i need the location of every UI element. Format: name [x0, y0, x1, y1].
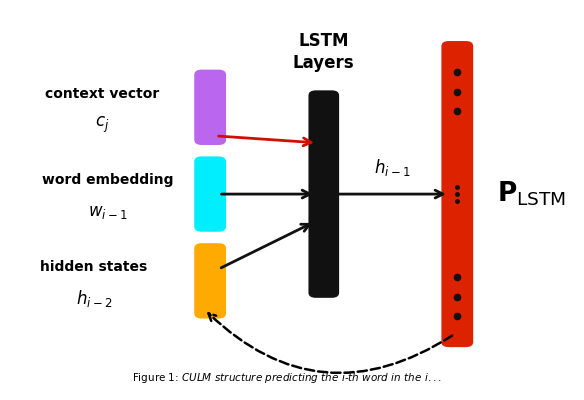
Text: $h_{i-2}$: $h_{i-2}$: [75, 288, 112, 309]
Text: $c_j$: $c_j$: [95, 115, 109, 135]
FancyBboxPatch shape: [442, 41, 473, 347]
Text: $w_{i-1}$: $w_{i-1}$: [88, 203, 128, 221]
Text: hidden states: hidden states: [40, 260, 147, 274]
FancyBboxPatch shape: [308, 90, 339, 298]
Text: $h_{i-1}$: $h_{i-1}$: [374, 157, 410, 178]
Text: LSTM
Layers: LSTM Layers: [293, 32, 354, 72]
Text: context vector: context vector: [45, 86, 159, 100]
Text: word embedding: word embedding: [42, 173, 173, 187]
Text: $\mathbf{P}_{\mathrm{LSTM}}$: $\mathbf{P}_{\mathrm{LSTM}}$: [497, 180, 566, 208]
FancyBboxPatch shape: [194, 243, 226, 318]
FancyBboxPatch shape: [194, 70, 226, 145]
Text: Figure 1: $\mathit{CULM\ structure\ predicting\ the\ }i\mathit{\text{-}th\ word\: Figure 1: $\mathit{CULM\ structure\ pred…: [132, 371, 442, 385]
FancyBboxPatch shape: [194, 156, 226, 232]
